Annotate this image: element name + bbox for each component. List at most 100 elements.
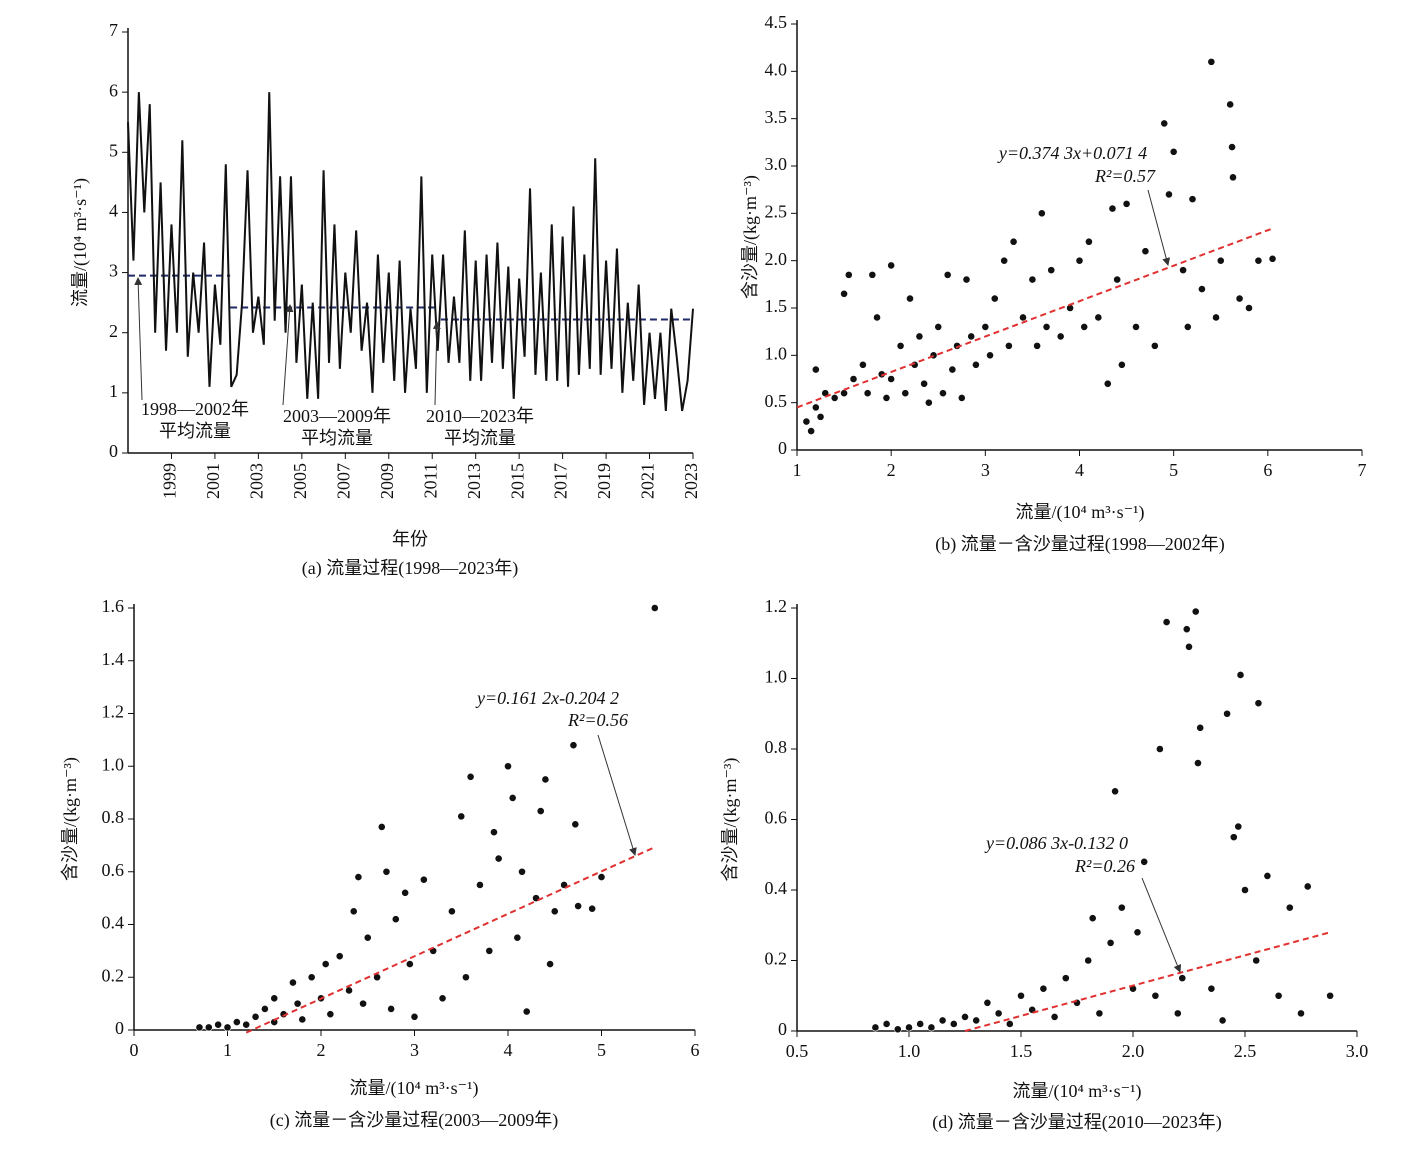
point	[938, 1016, 947, 1025]
point	[1216, 256, 1225, 265]
point	[650, 604, 659, 612]
point	[1212, 313, 1220, 322]
point	[939, 389, 947, 398]
y-axis-label: 流量/(10⁴ m³·s⁻¹)	[70, 178, 91, 307]
point	[1252, 956, 1261, 965]
annotation: 平均流量	[301, 428, 373, 448]
point	[270, 1018, 279, 1026]
caption: (c) 流量－含沙量过程(2003—2009年)	[270, 1110, 558, 1131]
x-tick-label: 1.5	[1010, 1041, 1033, 1061]
point	[1084, 956, 1093, 965]
point	[387, 1005, 396, 1013]
point	[905, 1023, 913, 1032]
point	[1133, 928, 1142, 937]
point	[204, 1023, 213, 1032]
x-tick-label: 2023	[681, 463, 701, 499]
point	[934, 323, 943, 331]
x-tick-label: 2	[887, 460, 896, 480]
point	[1085, 237, 1093, 246]
point	[1106, 938, 1115, 947]
annotation: 2003—2009年	[283, 406, 391, 426]
x-tick-label: 5	[1169, 460, 1178, 480]
point	[1103, 379, 1112, 388]
trend-line	[245, 847, 654, 1034]
trend-line	[796, 227, 1273, 409]
point	[972, 1016, 981, 1025]
equation: y=0.086 3x-0.132 0	[984, 833, 1128, 853]
y-tick-label: 3.0	[765, 154, 788, 174]
point	[1169, 147, 1178, 156]
x-tick-label: 2	[317, 1040, 326, 1060]
y-tick-label: 0.8	[102, 807, 125, 827]
flow-line	[127, 92, 694, 412]
point	[916, 1020, 925, 1028]
point	[967, 332, 976, 341]
annotation: 平均流量	[159, 421, 231, 441]
point	[1080, 323, 1089, 331]
point	[893, 1025, 902, 1034]
point	[915, 332, 924, 341]
caption: (d) 流量－含沙量过程(2010—2023年)	[932, 1112, 1221, 1133]
point	[405, 960, 414, 968]
y-tick-label: 3.5	[765, 107, 788, 127]
point	[1150, 341, 1159, 350]
point	[457, 812, 466, 821]
equation: y=0.374 3x+0.071 4	[997, 143, 1147, 163]
point	[961, 1013, 969, 1021]
point	[1061, 974, 1070, 983]
point	[569, 741, 578, 750]
point	[536, 807, 545, 815]
y-tick-label: 3	[109, 261, 118, 281]
point	[994, 1009, 1003, 1018]
x-tick-label: 2017	[551, 463, 571, 499]
point	[1285, 903, 1294, 912]
r-squared: R²=0.57	[1094, 166, 1156, 186]
x-tick-label: 3.0	[1346, 1041, 1369, 1061]
point	[289, 978, 297, 987]
x-tick-label: 2001	[203, 463, 223, 499]
y-tick-label: 7	[109, 20, 118, 40]
point	[1268, 254, 1277, 263]
x-tick-label: 5	[597, 1040, 606, 1060]
y-tick-label: 1	[109, 381, 118, 401]
y-tick-label: 0	[778, 1019, 787, 1039]
y-tick-label: 4.5	[765, 12, 788, 32]
x-tick-label: 2013	[464, 463, 484, 499]
point	[490, 828, 498, 837]
point	[419, 875, 428, 884]
point	[293, 999, 302, 1008]
y-tick-label: 0.2	[765, 949, 788, 969]
point	[840, 289, 848, 298]
annotation: 2010—2023年	[426, 406, 534, 426]
point	[1155, 745, 1164, 753]
point	[1228, 143, 1236, 151]
x-tick-label: 6	[691, 1040, 700, 1060]
y-tick-label: 6	[109, 80, 118, 100]
x-tick-label: 6	[1263, 460, 1272, 480]
point	[522, 1007, 531, 1016]
point	[1117, 360, 1126, 369]
point	[345, 986, 353, 995]
y-tick-label: 0.2	[102, 965, 125, 985]
point	[1108, 204, 1117, 213]
point	[1141, 247, 1150, 256]
point	[447, 907, 456, 916]
point	[1088, 914, 1097, 923]
point	[410, 1012, 419, 1021]
point	[863, 389, 872, 398]
point	[949, 1020, 958, 1028]
point	[873, 313, 881, 322]
point	[1160, 119, 1169, 128]
point	[588, 904, 597, 913]
point	[1162, 618, 1171, 626]
point	[513, 933, 522, 942]
point	[849, 375, 858, 383]
point	[1039, 984, 1048, 993]
point	[214, 1020, 223, 1029]
point	[1173, 1009, 1182, 1018]
x-tick-label: 2007	[333, 463, 353, 499]
caption: (b) 流量－含沙量过程(1998—2002年)	[935, 534, 1224, 555]
x-tick-label: 4	[504, 1040, 513, 1060]
point	[1235, 294, 1244, 303]
